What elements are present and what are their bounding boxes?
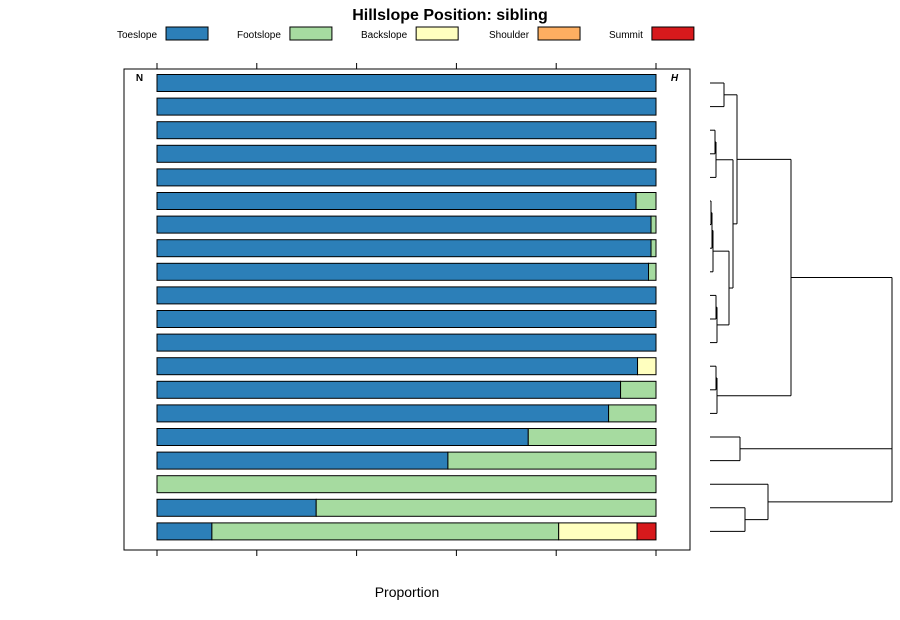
- legend-label-summit: Summit: [609, 30, 643, 41]
- bar-bon-toeslope: [156, 239, 652, 258]
- bar-chaska-footslope: [635, 192, 657, 210]
- bar-blendon-footslope: [156, 475, 657, 494]
- legend-swatch-summit: [651, 26, 695, 41]
- legend-swatch-backslope: [415, 26, 459, 41]
- bar-james-toeslope: [156, 121, 657, 140]
- bar-chaska-toeslope: [156, 192, 637, 210]
- bar-lawet-toeslope: [156, 168, 657, 187]
- bar-alcester-summit: [636, 522, 657, 541]
- plot-frame: [123, 68, 691, 551]
- bar-nodaway-footslope: [527, 428, 657, 446]
- x-axis-title: Proportion: [375, 584, 440, 600]
- bar-davis-footslope: [315, 498, 657, 517]
- legend-swatch-toeslope: [165, 26, 209, 41]
- bar-durrstein-footslope: [608, 404, 657, 423]
- bar-nodaway-toeslope: [156, 428, 529, 446]
- bar-lane-toeslope: [156, 380, 622, 399]
- bar-bon-footslope: [650, 239, 657, 258]
- bar-salmo-toeslope: [156, 97, 657, 116]
- bar-lamo-toeslope: [156, 215, 652, 234]
- bar-davis-toeslope: [156, 498, 317, 517]
- bar-lamo-footslope: [650, 215, 657, 234]
- dendrogram: [710, 82, 893, 532]
- bars-group: [156, 74, 657, 541]
- bar-alcester-backslope: [558, 522, 638, 541]
- legend-swatch-shoulder: [537, 26, 581, 41]
- legend-swatch-footslope: [289, 26, 333, 41]
- bar-arlo-toeslope: [156, 286, 657, 305]
- bar-alcester-footslope: [211, 522, 560, 541]
- bar-clamo-toeslope: [156, 144, 657, 163]
- bar-durrstein-toeslope: [156, 404, 610, 423]
- bar-wann-toeslope: [156, 74, 657, 92]
- bar-zook-footslope: [648, 262, 657, 281]
- h-column-header: H: [671, 73, 679, 84]
- bar-dimo-toeslope: [156, 310, 657, 328]
- legend-label-footslope: Footslope: [237, 30, 281, 41]
- bar-baltic-toeslope: [156, 333, 657, 352]
- chart-title: Hillslope Position: sibling: [352, 7, 548, 24]
- bar-kezan-footslope: [447, 451, 657, 470]
- bar-alcester-toeslope: [156, 522, 213, 541]
- x-axis: [156, 63, 657, 556]
- n-column-header: N: [136, 73, 143, 84]
- bar-zook-toeslope: [156, 262, 650, 281]
- bar-roxbury-toeslope: [156, 357, 639, 376]
- bar-kezan-toeslope: [156, 451, 449, 470]
- legend-label-backslope: Backslope: [361, 30, 408, 41]
- legend: Toeslope Footslope Backslope Shoulder Summit: [117, 26, 695, 41]
- legend-label-shoulder: Shoulder: [489, 30, 530, 41]
- legend-label-toeslope: Toeslope: [117, 30, 157, 41]
- bar-roxbury-backslope: [637, 357, 657, 376]
- bar-lane-footslope: [620, 380, 657, 399]
